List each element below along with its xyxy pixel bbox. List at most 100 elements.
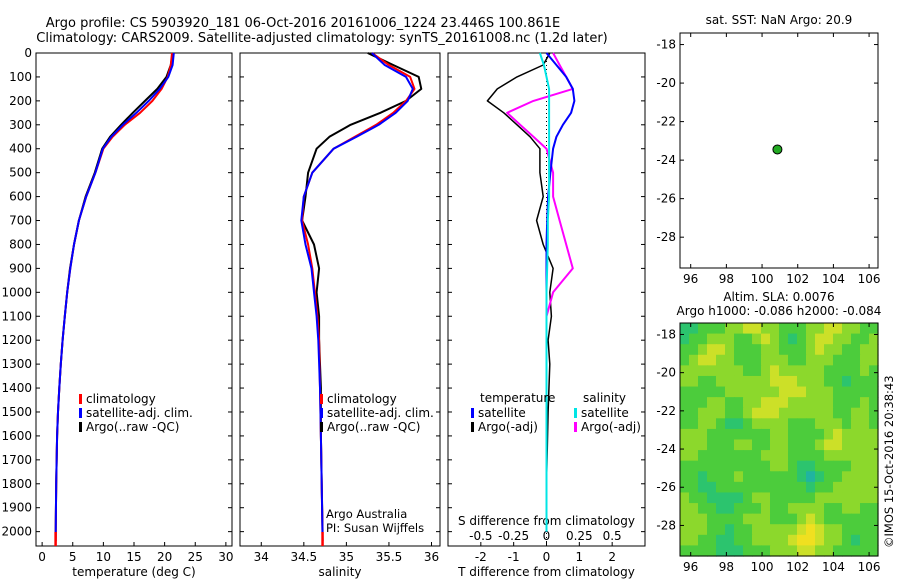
sla-heatmap-cell (797, 534, 807, 547)
sla-heatmap-cell (842, 386, 852, 398)
sla-heatmap-cell (797, 503, 807, 515)
sla-heatmap-cell (707, 323, 717, 335)
sla-heatmap-cell (779, 344, 789, 356)
sla-heatmap-cell (824, 513, 834, 525)
sla-heatmap-cell (761, 418, 771, 430)
sla-heatmap-cell (752, 481, 762, 494)
sla-heatmap-cell (698, 450, 708, 462)
sla-heatmap-cell (842, 513, 852, 525)
sla-heatmap-cell (869, 524, 879, 536)
sla-heatmap-cell (761, 375, 771, 388)
sla-heatmap-cell (770, 333, 780, 345)
sla-heatmap-cell (860, 439, 870, 451)
temperature-argo-line (486, 52, 554, 484)
sla-heatmap-cell (797, 397, 807, 409)
sla-heatmap-cell (743, 439, 753, 451)
sla-heatmap-cell (833, 481, 843, 494)
sla-heatmap-cell (680, 365, 690, 377)
sla-heatmap-cell (725, 418, 735, 430)
sla-heatmap-cell (743, 418, 753, 430)
sla-heatmap-cell (734, 344, 744, 356)
sla-heatmap-cell (788, 534, 798, 547)
sla-heatmap-cell (698, 513, 708, 525)
sla-heatmap-cell (734, 323, 744, 335)
sla-heatmap-cell (716, 354, 726, 366)
sla-heatmap-cell (761, 428, 771, 441)
sla-heatmap-cell (779, 418, 789, 430)
sla-heatmap-cell (707, 450, 717, 462)
sla-heatmap-cell (734, 354, 744, 366)
sla-heatmap-cell (761, 545, 771, 557)
sla-map-frame (679, 322, 879, 557)
salinity-x-axis-label: salinity (318, 565, 361, 579)
sla-map-ytick-label: -22 (656, 404, 676, 418)
sla-heatmap-cell (689, 471, 699, 483)
sla-map-xtick-label: 96 (683, 560, 698, 574)
sla-heatmap-cell (707, 407, 717, 419)
sla-heatmap-cell (761, 439, 771, 451)
sla-heatmap-cell (743, 471, 753, 483)
difference-legend-temperature-satellite-swatch (471, 408, 474, 418)
salinity-legend-satellite-label: satellite-adj. clim. (327, 406, 434, 420)
sla-heatmap-cell (851, 333, 861, 345)
sla-heatmap-cell (788, 481, 798, 494)
sla-heatmap-cell (761, 386, 771, 398)
salinity-legend-climatology-label: climatology (327, 392, 397, 406)
position-map-title: sat. SST: NaN Argo: 20.9 (706, 13, 853, 27)
sla-heatmap-cell (770, 375, 780, 388)
sla-heatmap-cell (797, 428, 807, 441)
sla-heatmap-cell (806, 323, 816, 335)
depth-tick-label: 500 (9, 166, 32, 180)
sla-heatmap-cell (707, 428, 717, 441)
sla-heatmap-cell (761, 407, 771, 419)
sla-map-ytick-label: -18 (656, 327, 676, 341)
sla-heatmap-cell (851, 344, 861, 356)
sla-heatmap-cell (779, 323, 789, 335)
sla-heatmap-cell (743, 344, 753, 356)
sla-heatmap-cell (842, 323, 852, 335)
sla-heatmap-cell (833, 365, 843, 377)
sla-heatmap-cell (779, 524, 789, 536)
depth-tick-label: 1500 (1, 405, 32, 419)
sla-heatmap-cell (707, 333, 717, 345)
sla-heatmap-cell (752, 333, 762, 345)
sla-heatmap-cell (860, 428, 870, 441)
sla-map-ytick-label: -24 (656, 442, 676, 456)
sla-heatmap-cell (689, 407, 699, 419)
depth-tick-label: 1700 (1, 453, 32, 467)
sla-heatmap-cell (806, 471, 816, 483)
sla-heatmap-cell (806, 397, 816, 409)
difference-legend-salinity-satellite-label: satellite (581, 406, 629, 420)
salinity-legend-satellite-swatch (320, 408, 323, 418)
sla-heatmap-cell (797, 333, 807, 345)
sla-heatmap-cell (761, 513, 771, 525)
sla-heatmap-cell (824, 492, 834, 504)
sla-heatmap-cell (707, 375, 717, 388)
sla-heatmap-cell (860, 450, 870, 462)
sla-heatmap-cell (680, 460, 690, 472)
depth-tick-label: 600 (9, 190, 32, 204)
sla-heatmap-cell (725, 333, 735, 345)
sla-heatmap-cell (779, 460, 789, 472)
sla-heatmap-cell (707, 365, 717, 377)
sla-heatmap-cell (869, 386, 879, 398)
sla-heatmap-cell (761, 323, 771, 335)
sla-heatmap-cell (806, 333, 816, 345)
sla-heatmap-cell (833, 492, 843, 504)
temperature-legend-argo-label: Argo(..raw -QC) (86, 420, 179, 434)
sla-heatmap-cell (743, 375, 753, 388)
temperature-xtick-label: 0 (38, 550, 46, 564)
sla-heatmap-cell (842, 375, 852, 388)
sla-heatmap-cell (752, 418, 762, 430)
sla-heatmap-cell (770, 524, 780, 536)
sla-heatmap-cell (806, 407, 816, 419)
sla-heatmap-cell (851, 418, 861, 430)
sla-heatmap-cell (815, 534, 825, 547)
sla-heatmap-cell (752, 428, 762, 441)
position-map-xtick-label: 106 (858, 272, 881, 286)
difference-legend-salinity-argo-label: Argo(-adj) (581, 420, 641, 434)
sla-heatmap-cell (698, 503, 708, 515)
sla-heatmap-cell (851, 354, 861, 366)
sla-map-xtick-label: 104 (822, 560, 845, 574)
sla-heatmap-cell (698, 545, 708, 557)
